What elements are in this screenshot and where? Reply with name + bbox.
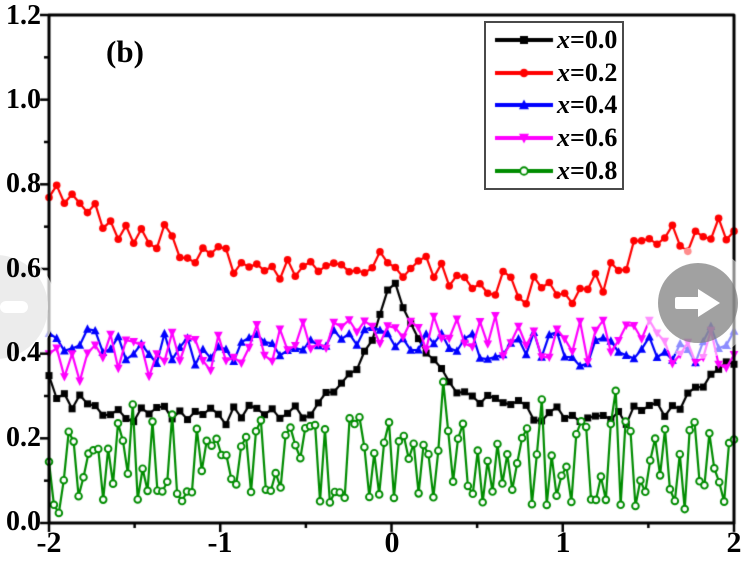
legend-label-var: x <box>557 90 570 120</box>
arrow-right-icon <box>698 289 720 317</box>
legend-label-var: x <box>557 57 570 87</box>
legend: x=0.0 x=0.2 x=0.4 x=0.6 x=0.8 <box>484 21 624 190</box>
y-tick-label: 0.0 <box>6 506 41 537</box>
legend-line-marker-icon <box>493 129 555 148</box>
arrow-right-icon <box>675 297 700 309</box>
legend-label: x=0.0 <box>557 27 617 53</box>
prev-image-button[interactable] <box>0 255 48 359</box>
legend-item: x=0.4 <box>486 89 622 121</box>
legend-line-marker-icon <box>493 161 555 180</box>
legend-label: x=0.2 <box>557 57 618 87</box>
legend-item: x=0.6 <box>486 122 622 154</box>
x-tick-label: 0 <box>384 526 400 559</box>
x-tick-label: -2 <box>36 526 62 559</box>
legend-label: x=0.8 <box>557 155 618 185</box>
panel-label: (b) <box>106 34 144 69</box>
y-tick-label: 0.8 <box>6 168 41 199</box>
y-tick-label: 0.6 <box>6 253 41 284</box>
legend-line-marker-icon <box>493 31 555 50</box>
y-tick-label: 1.2 <box>6 0 41 31</box>
legend-item: x=0.0 <box>486 24 622 56</box>
legend-label-value: =0.0 <box>570 25 618 55</box>
legend-label: x=0.6 <box>557 125 617 151</box>
legend-label-var: x <box>557 25 570 55</box>
legend-label-value: =0.2 <box>570 57 618 87</box>
legend-line-marker-icon <box>493 96 555 115</box>
x-tick-label: 2 <box>726 526 742 559</box>
y-tick-label: 0.2 <box>6 422 41 453</box>
y-tick-label: 1.0 <box>6 84 41 115</box>
legend-label-value: =0.8 <box>570 155 618 185</box>
arrow-left-icon <box>0 301 28 313</box>
x-tick-label: 1 <box>555 526 571 559</box>
legend-label-var: x <box>557 123 570 153</box>
legend-label-value: =0.6 <box>570 123 618 153</box>
legend-label: x=0.4 <box>557 92 617 118</box>
legend-label-var: x <box>557 155 570 185</box>
legend-label-value: =0.4 <box>570 90 618 120</box>
y-tick-label: 0.4 <box>6 337 41 368</box>
next-image-button[interactable] <box>642 247 742 359</box>
legend-line-marker-icon <box>493 63 555 82</box>
x-tick-label: -1 <box>207 526 233 559</box>
legend-item: x=0.8 <box>486 155 622 187</box>
legend-item: x=0.2 <box>486 57 622 89</box>
